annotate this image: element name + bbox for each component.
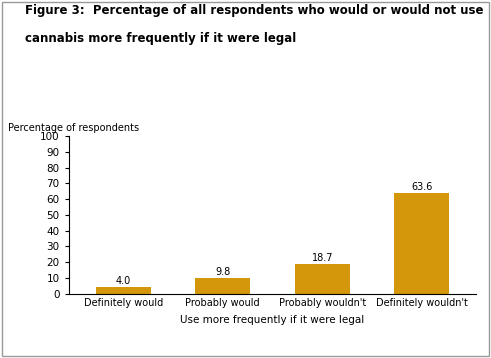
Bar (394, 193, 449, 294)
X-axis label: Use more frequently if it were legal: Use more frequently if it were legal (180, 315, 365, 325)
Text: cannabis more frequently if it were legal: cannabis more frequently if it were lega… (25, 32, 296, 45)
Text: Figure 3:  Percentage of all respondents who would or would not use: Figure 3: Percentage of all respondents … (25, 4, 483, 16)
Bar (295, 264, 350, 294)
Text: 4.0: 4.0 (116, 276, 131, 286)
Text: 63.6: 63.6 (411, 182, 432, 192)
Bar (96, 287, 151, 294)
Text: Percentage of respondents: Percentage of respondents (8, 123, 139, 133)
Text: 18.7: 18.7 (311, 253, 333, 263)
Bar (195, 278, 250, 294)
Text: 9.8: 9.8 (215, 267, 230, 277)
